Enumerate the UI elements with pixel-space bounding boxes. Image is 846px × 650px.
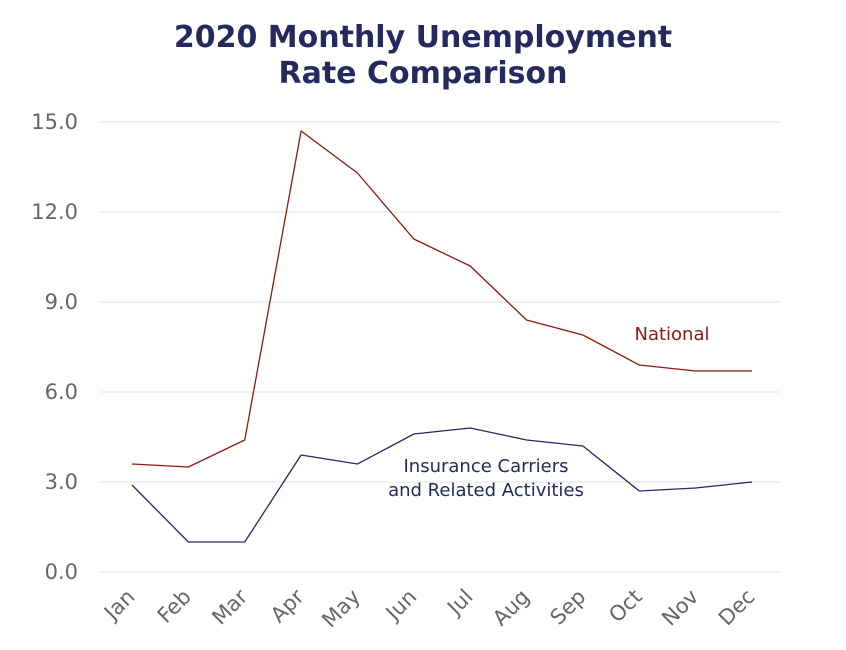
x-tick-label: May xyxy=(317,585,365,633)
series-line-1 xyxy=(131,427,753,543)
series-label: and Related Activities xyxy=(388,480,584,501)
y-tick-label: 0.0 xyxy=(45,560,78,584)
x-tick-label: Dec xyxy=(714,585,760,631)
x-tick-label: Jan xyxy=(98,585,139,626)
chart-title: 2020 Monthly Unemployment Rate Compariso… xyxy=(0,20,846,92)
chart-title-line-2: Rate Comparison xyxy=(278,56,568,91)
x-tick-label: Sep xyxy=(545,585,590,630)
x-tick-label: Apr xyxy=(266,584,309,627)
series-labels: National Insurance Carriers and Related Ac… xyxy=(388,324,709,501)
x-tick-label: Oct xyxy=(604,585,647,628)
x-tick-label: Nov xyxy=(657,585,703,631)
x-tick-label: Jun xyxy=(380,585,422,627)
x-tick-label: Mar xyxy=(207,584,252,629)
series-lines xyxy=(131,130,753,543)
chart-title-line-1: 2020 Monthly Unemployment xyxy=(173,20,673,55)
y-tick-label: 9.0 xyxy=(45,290,78,314)
grid-lines xyxy=(100,121,780,573)
x-tick-label: Aug xyxy=(488,585,534,631)
series-label: Insurance Carriers xyxy=(404,456,569,477)
series-label: National xyxy=(634,324,709,345)
x-axis: Jan Feb Mar Apr May Jun Jul Aug Sep Oct Nov Dec xyxy=(98,584,759,632)
y-tick-label: 3.0 xyxy=(45,470,78,494)
y-tick-label: 15.0 xyxy=(31,110,78,134)
x-tick-label: Feb xyxy=(153,585,196,628)
y-tick-label: 6.0 xyxy=(45,380,78,404)
x-tick-label: Jul xyxy=(441,585,477,621)
series-line-0 xyxy=(131,130,752,468)
y-tick-label: 12.0 xyxy=(31,200,78,224)
y-axis: 0.0 3.0 6.0 9.0 12.0 15.0 xyxy=(31,110,78,584)
